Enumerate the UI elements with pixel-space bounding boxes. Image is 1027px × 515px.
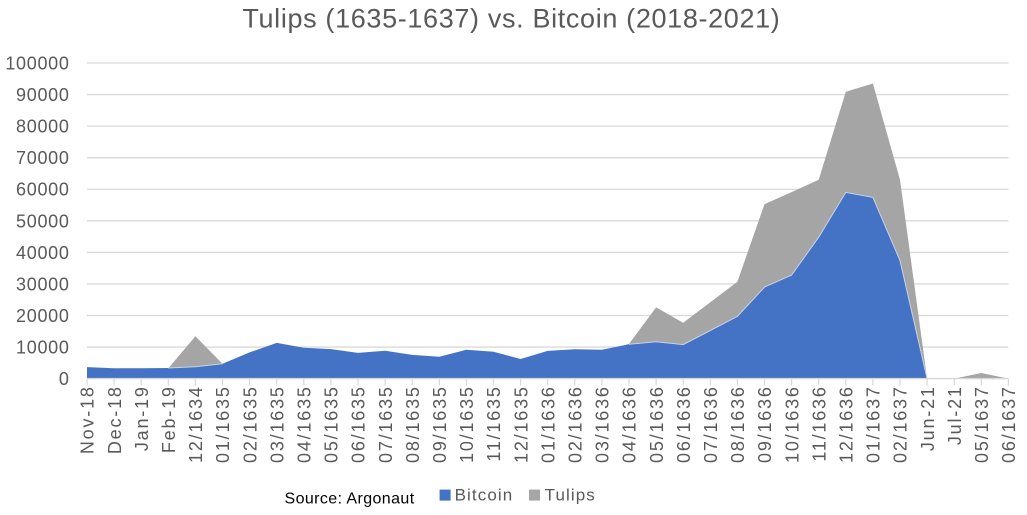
svg-text:07/1636: 07/1636 <box>701 385 721 463</box>
svg-text:11/1635: 11/1635 <box>484 385 504 461</box>
svg-text:09/1636: 09/1636 <box>755 385 775 463</box>
svg-text:08/1636: 08/1636 <box>728 385 748 463</box>
svg-text:70000: 70000 <box>16 148 70 168</box>
svg-text:30000: 30000 <box>16 274 70 294</box>
svg-text:01/1637: 01/1637 <box>864 385 884 463</box>
svg-text:04/1636: 04/1636 <box>620 385 640 463</box>
svg-text:02/1635: 02/1635 <box>240 385 260 463</box>
svg-text:50000: 50000 <box>16 211 70 231</box>
svg-text:10/1635: 10/1635 <box>457 385 477 463</box>
svg-text:02/1636: 02/1636 <box>566 385 586 463</box>
svg-text:03/1636: 03/1636 <box>593 385 613 463</box>
svg-text:12/1634: 12/1634 <box>186 385 206 463</box>
svg-text:Jan-19: Jan-19 <box>132 385 152 451</box>
svg-text:Bitcoin: Bitcoin <box>455 486 514 505</box>
svg-text:07/1635: 07/1635 <box>376 385 396 463</box>
svg-text:05/1636: 05/1636 <box>647 385 667 463</box>
svg-text:06/1636: 06/1636 <box>674 385 694 463</box>
svg-text:100000: 100000 <box>5 54 69 74</box>
svg-text:01/1635: 01/1635 <box>213 385 233 463</box>
svg-text:04/1635: 04/1635 <box>295 385 315 463</box>
svg-text:20000: 20000 <box>16 306 70 326</box>
svg-text:90000: 90000 <box>16 85 70 105</box>
svg-text:06/1637: 06/1637 <box>999 385 1019 463</box>
svg-text:Tulips: Tulips <box>545 486 596 505</box>
svg-text:Tulips (1635-1637) vs. Bitcoin: Tulips (1635-1637) vs. Bitcoin (2018-202… <box>242 3 780 33</box>
svg-text:09/1635: 09/1635 <box>430 385 450 463</box>
svg-text:0: 0 <box>59 369 70 389</box>
svg-text:80000: 80000 <box>16 117 70 137</box>
svg-text:Feb-19: Feb-19 <box>159 385 179 453</box>
svg-text:06/1635: 06/1635 <box>349 385 369 463</box>
svg-text:05/1637: 05/1637 <box>972 385 992 463</box>
svg-text:08/1635: 08/1635 <box>403 385 423 463</box>
svg-text:Jun-21: Jun-21 <box>918 385 938 451</box>
svg-text:12/1635: 12/1635 <box>511 385 531 463</box>
svg-text:03/1635: 03/1635 <box>267 385 287 463</box>
svg-text:12/1636: 12/1636 <box>837 385 857 463</box>
svg-text:Dec-18: Dec-18 <box>105 385 125 454</box>
svg-text:02/1637: 02/1637 <box>891 385 911 463</box>
svg-text:11/1636: 11/1636 <box>809 385 829 461</box>
svg-text:01/1636: 01/1636 <box>538 385 558 463</box>
svg-text:10000: 10000 <box>16 338 70 358</box>
svg-text:10/1636: 10/1636 <box>782 385 802 463</box>
svg-text:60000: 60000 <box>16 180 70 200</box>
svg-text:Nov-18: Nov-18 <box>78 385 98 454</box>
svg-text:05/1635: 05/1635 <box>322 385 342 463</box>
svg-text:Source: Argonaut: Source: Argonaut <box>285 490 415 507</box>
svg-text:Jul-21: Jul-21 <box>945 385 965 445</box>
svg-text:40000: 40000 <box>16 243 70 263</box>
